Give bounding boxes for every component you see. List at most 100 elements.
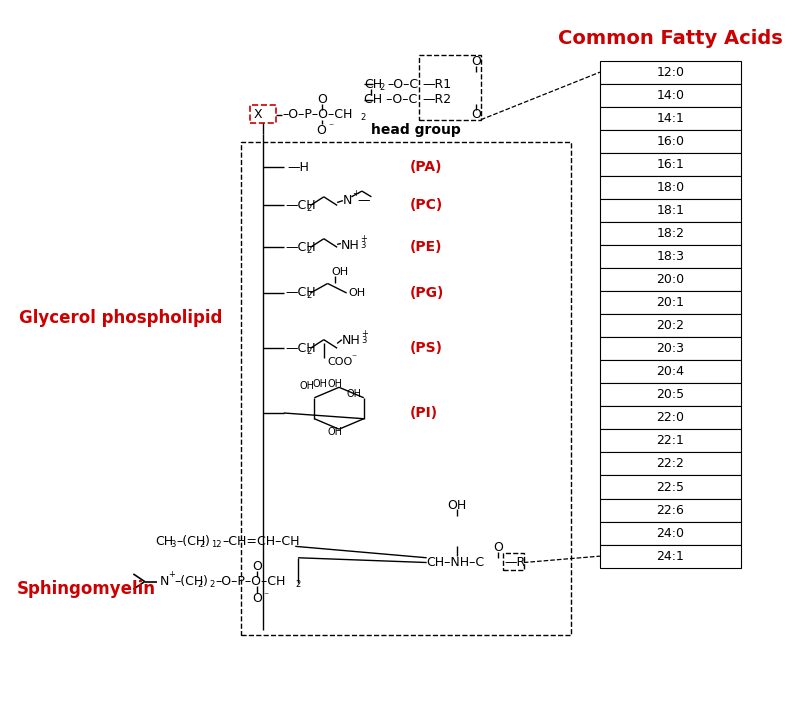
Bar	[600, 84, 741, 107]
Text: OH: OH	[312, 379, 327, 390]
Text: 22:2: 22:2	[657, 457, 685, 470]
Text: –O–P–O–CH: –O–P–O–CH	[282, 109, 352, 121]
Text: (PC): (PC)	[409, 198, 443, 213]
Bar	[503, 553, 523, 570]
Text: –(CH: –(CH	[174, 575, 203, 588]
Text: (PA): (PA)	[409, 160, 442, 174]
Text: 3: 3	[171, 540, 176, 549]
Text: X: X	[254, 109, 263, 121]
Text: 18:0: 18:0	[657, 181, 685, 194]
Text: COO: COO	[328, 357, 353, 366]
Text: NH: NH	[342, 334, 361, 347]
Text: ⁻: ⁻	[264, 591, 269, 601]
Text: +: +	[361, 330, 368, 338]
Text: 2: 2	[210, 580, 215, 589]
Bar	[600, 453, 741, 475]
Text: 12: 12	[211, 540, 222, 549]
Text: O: O	[252, 592, 263, 605]
Bar	[600, 337, 741, 360]
Bar	[600, 383, 741, 407]
Text: +: +	[360, 234, 367, 243]
Text: Common Fatty Acids: Common Fatty Acids	[558, 29, 783, 48]
Text: 3: 3	[360, 241, 365, 250]
Bar	[600, 544, 741, 568]
Text: OH: OH	[448, 499, 467, 512]
Bar	[600, 522, 741, 544]
Text: 3: 3	[361, 336, 366, 345]
Text: 12:0: 12:0	[657, 66, 685, 78]
Text: OH: OH	[331, 267, 349, 277]
Text: 20:0: 20:0	[657, 273, 685, 286]
Bar	[600, 222, 741, 245]
Bar	[600, 61, 741, 84]
Text: 20:5: 20:5	[657, 388, 685, 401]
Text: +: +	[168, 570, 176, 580]
Text: 16:0: 16:0	[657, 135, 685, 148]
Text: –O–P–O–CH: –O–P–O–CH	[215, 575, 286, 588]
Text: –(CH: –(CH	[176, 535, 205, 548]
Text: 20:3: 20:3	[657, 342, 685, 355]
Text: 2: 2	[306, 246, 312, 255]
Text: 2: 2	[197, 580, 203, 589]
Bar	[600, 107, 741, 130]
Text: 24:1: 24:1	[657, 550, 685, 563]
Text: (PG): (PG)	[409, 286, 444, 300]
Text: O: O	[317, 93, 327, 106]
Text: —CH: —CH	[286, 342, 316, 354]
Text: 18:3: 18:3	[657, 250, 685, 263]
Bar	[241, 142, 571, 635]
Text: Sphingomyelin: Sphingomyelin	[17, 580, 156, 598]
Bar	[250, 105, 276, 123]
Text: 14:1: 14:1	[657, 112, 685, 125]
Text: 2: 2	[295, 580, 301, 589]
Text: OH: OH	[349, 288, 365, 298]
Bar	[600, 498, 741, 522]
Text: —CH: —CH	[286, 287, 316, 299]
Text: ⁻: ⁻	[351, 354, 357, 364]
Text: –CH=CH–CH: –CH=CH–CH	[223, 535, 300, 548]
Bar	[600, 176, 741, 199]
Text: NH: NH	[341, 239, 360, 252]
Text: —R1: —R1	[422, 78, 451, 91]
Text: 20:1: 20:1	[657, 296, 685, 309]
Bar	[600, 475, 741, 498]
Bar	[600, 199, 741, 222]
Text: 22:1: 22:1	[657, 434, 685, 448]
Text: (PI): (PI)	[409, 406, 437, 420]
Text: (PE): (PE)	[409, 240, 442, 254]
Text: ⁻: ⁻	[329, 122, 334, 132]
Text: N: N	[160, 575, 169, 588]
Bar	[600, 360, 741, 383]
Text: ): )	[205, 535, 210, 548]
Text: 18:1: 18:1	[657, 204, 685, 217]
Text: CH: CH	[156, 535, 173, 548]
Text: —R2: —R2	[422, 93, 451, 106]
Text: Glycerol phospholipid: Glycerol phospholipid	[19, 309, 223, 327]
Text: +: +	[353, 189, 359, 198]
Text: 2: 2	[360, 113, 365, 122]
Text: 22:0: 22:0	[657, 412, 685, 424]
Text: 2: 2	[199, 540, 204, 549]
Text: —H: —H	[287, 161, 310, 174]
Text: O: O	[316, 124, 326, 137]
Text: —: —	[358, 194, 369, 207]
Text: 2: 2	[306, 292, 312, 300]
Text: head group: head group	[371, 123, 461, 137]
Text: O: O	[472, 109, 481, 121]
Text: 22:5: 22:5	[657, 481, 685, 493]
Text: OH: OH	[328, 379, 342, 390]
Text: 2: 2	[379, 83, 385, 92]
Text: N: N	[343, 194, 352, 207]
Text: 2: 2	[306, 347, 312, 356]
Bar	[600, 291, 741, 314]
Text: —R: —R	[505, 556, 526, 569]
Bar	[600, 245, 741, 268]
Bar	[600, 130, 741, 152]
Text: —CH: —CH	[286, 241, 316, 253]
Text: O: O	[252, 560, 262, 573]
Text: OH: OH	[328, 427, 342, 437]
Text: 14:0: 14:0	[657, 89, 685, 102]
Text: 20:4: 20:4	[657, 365, 685, 378]
Text: CH–NH–C: CH–NH–C	[427, 556, 485, 569]
Text: 22:6: 22:6	[657, 503, 685, 517]
